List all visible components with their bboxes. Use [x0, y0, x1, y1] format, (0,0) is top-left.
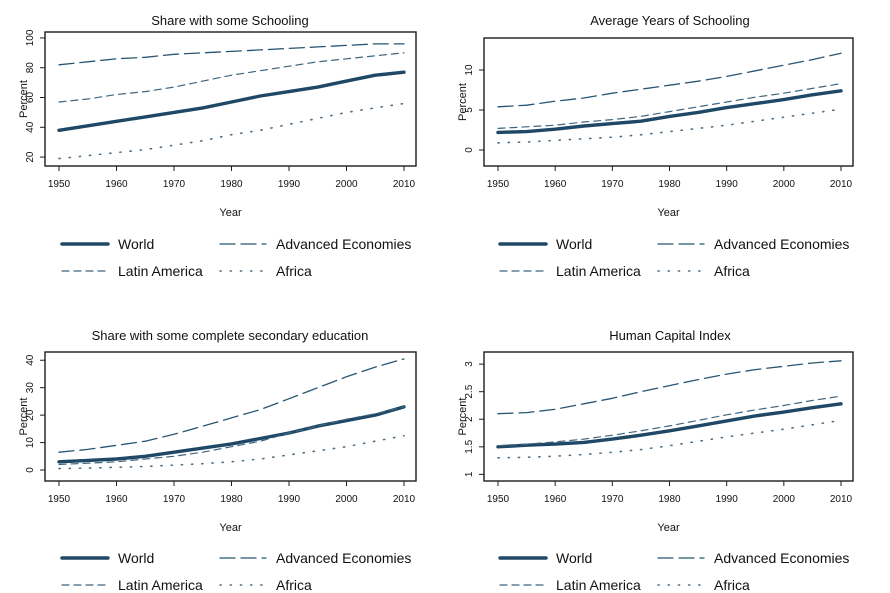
x-tick-label: 2010	[393, 179, 416, 190]
series-line-world	[57, 405, 406, 464]
legend-label: Latin America	[556, 577, 641, 593]
x-axis-label: Year	[657, 522, 680, 534]
y-tick-label: 0	[464, 147, 475, 153]
plot-frame	[483, 37, 854, 167]
x-tick-label: 2010	[393, 494, 416, 505]
y-tick-label: 20	[25, 409, 36, 421]
y-tick-label: 1	[464, 471, 475, 477]
series-line-africa	[58, 102, 405, 160]
y-tick-label: 0	[25, 467, 36, 473]
legend-label: Latin America	[118, 263, 203, 279]
series-line-world	[496, 402, 843, 449]
x-tick-label: 1980	[658, 179, 681, 190]
legend-label: Africa	[276, 577, 312, 593]
y-axis-label: Percent	[18, 398, 30, 436]
y-tick-label: 1.5	[464, 439, 475, 453]
x-tick-label: 1950	[487, 494, 510, 505]
y-tick-label: 2.5	[464, 384, 475, 398]
x-tick-label: 1950	[48, 179, 71, 190]
chart-title: Average Years of Schooling	[590, 13, 750, 28]
legend-label: World	[118, 236, 154, 252]
series-line-world	[57, 70, 406, 133]
y-axis-label: Percent	[18, 80, 30, 118]
y-tick-label: 5	[464, 107, 475, 113]
x-tick-label: 2000	[773, 179, 796, 190]
x-tick-label: 1980	[220, 494, 243, 505]
x-axis-label: Year	[219, 522, 242, 534]
x-tick-label: 2000	[773, 494, 796, 505]
series-line-advanced-economies	[58, 358, 405, 453]
legend-label: Advanced Economies	[714, 236, 849, 252]
legend-label: Latin America	[556, 263, 641, 279]
x-tick-label: 1960	[105, 179, 128, 190]
series-line-world	[496, 89, 843, 135]
y-tick-label: 30	[25, 382, 36, 394]
chart-panel-3: Share with some complete secondary educa…	[18, 328, 417, 593]
x-tick-label: 1960	[544, 179, 567, 190]
x-tick-label: 1960	[105, 494, 128, 505]
y-tick-label: 80	[25, 62, 36, 74]
x-tick-label: 1980	[658, 494, 681, 505]
x-tick-label: 1970	[163, 494, 186, 505]
x-tick-label: 1950	[487, 179, 510, 190]
x-tick-label: 1990	[278, 494, 301, 505]
x-tick-label: 1980	[220, 179, 243, 190]
y-axis-label: Percent	[457, 83, 469, 121]
legend-label: World	[118, 550, 154, 566]
y-tick-label: 2	[464, 416, 475, 422]
x-tick-label: 2010	[830, 494, 853, 505]
series-line-latin-america	[58, 52, 405, 103]
x-tick-label: 1970	[601, 179, 624, 190]
y-tick-label: 10	[464, 64, 475, 76]
series-line-advanced-economies	[497, 52, 842, 108]
x-tick-label: 1960	[544, 494, 567, 505]
legend-label: World	[556, 550, 592, 566]
y-tick-label: 40	[25, 121, 36, 133]
x-axis-label: Year	[219, 207, 242, 219]
x-tick-label: 1970	[601, 494, 624, 505]
chart-panel-4: Human Capital Index 1950 1960 1970 1980 1990 2…	[457, 328, 854, 593]
chart-panel-1: Share with some Schooling 1950 1960 1970 198…	[18, 13, 417, 279]
y-tick-label: 40	[25, 354, 36, 366]
x-tick-label: 2010	[830, 179, 853, 190]
y-axis-label: Percent	[457, 398, 469, 436]
chart-panel-2: Average Years of Schooling 1950 1960 1970 19…	[457, 13, 854, 279]
x-tick-label: 1950	[48, 494, 71, 505]
series-line-africa	[497, 419, 842, 459]
x-axis-label: Year	[657, 207, 680, 219]
x-tick-label: 1970	[163, 179, 186, 190]
chart-title: Share with some complete secondary educa…	[92, 328, 369, 343]
plot-frame	[44, 351, 417, 482]
plot-frame	[44, 31, 417, 167]
legend-label: Africa	[714, 577, 750, 593]
y-tick-label: 10	[25, 437, 36, 449]
legend-label: Africa	[276, 263, 312, 279]
plot-frame	[483, 351, 854, 482]
series-line-latin-america	[497, 395, 842, 447]
legend-label: Advanced Economies	[276, 550, 411, 566]
x-tick-label: 1990	[278, 179, 301, 190]
legend-label: World	[556, 236, 592, 252]
series-line-advanced-economies	[497, 360, 842, 415]
chart-title: Human Capital Index	[609, 328, 731, 343]
series-line-advanced-economies	[58, 43, 405, 66]
x-tick-label: 1990	[716, 179, 739, 190]
x-tick-label: 1990	[716, 494, 739, 505]
x-tick-label: 2000	[335, 494, 358, 505]
y-tick-label: 60	[25, 92, 36, 104]
legend-label: Latin America	[118, 577, 203, 593]
legend-label: Africa	[714, 263, 750, 279]
series-line-latin-america	[497, 82, 842, 129]
chart-title: Share with some Schooling	[151, 13, 309, 28]
series-line-africa	[497, 108, 842, 144]
series-line-latin-america	[58, 406, 405, 466]
y-tick-label: 3	[464, 361, 475, 367]
legend-label: Advanced Economies	[276, 236, 411, 252]
y-tick-label: 20	[25, 151, 36, 163]
y-tick-label: 100	[25, 29, 36, 46]
legend-label: Advanced Economies	[714, 550, 849, 566]
x-tick-label: 2000	[335, 179, 358, 190]
series-line-africa	[58, 434, 405, 470]
